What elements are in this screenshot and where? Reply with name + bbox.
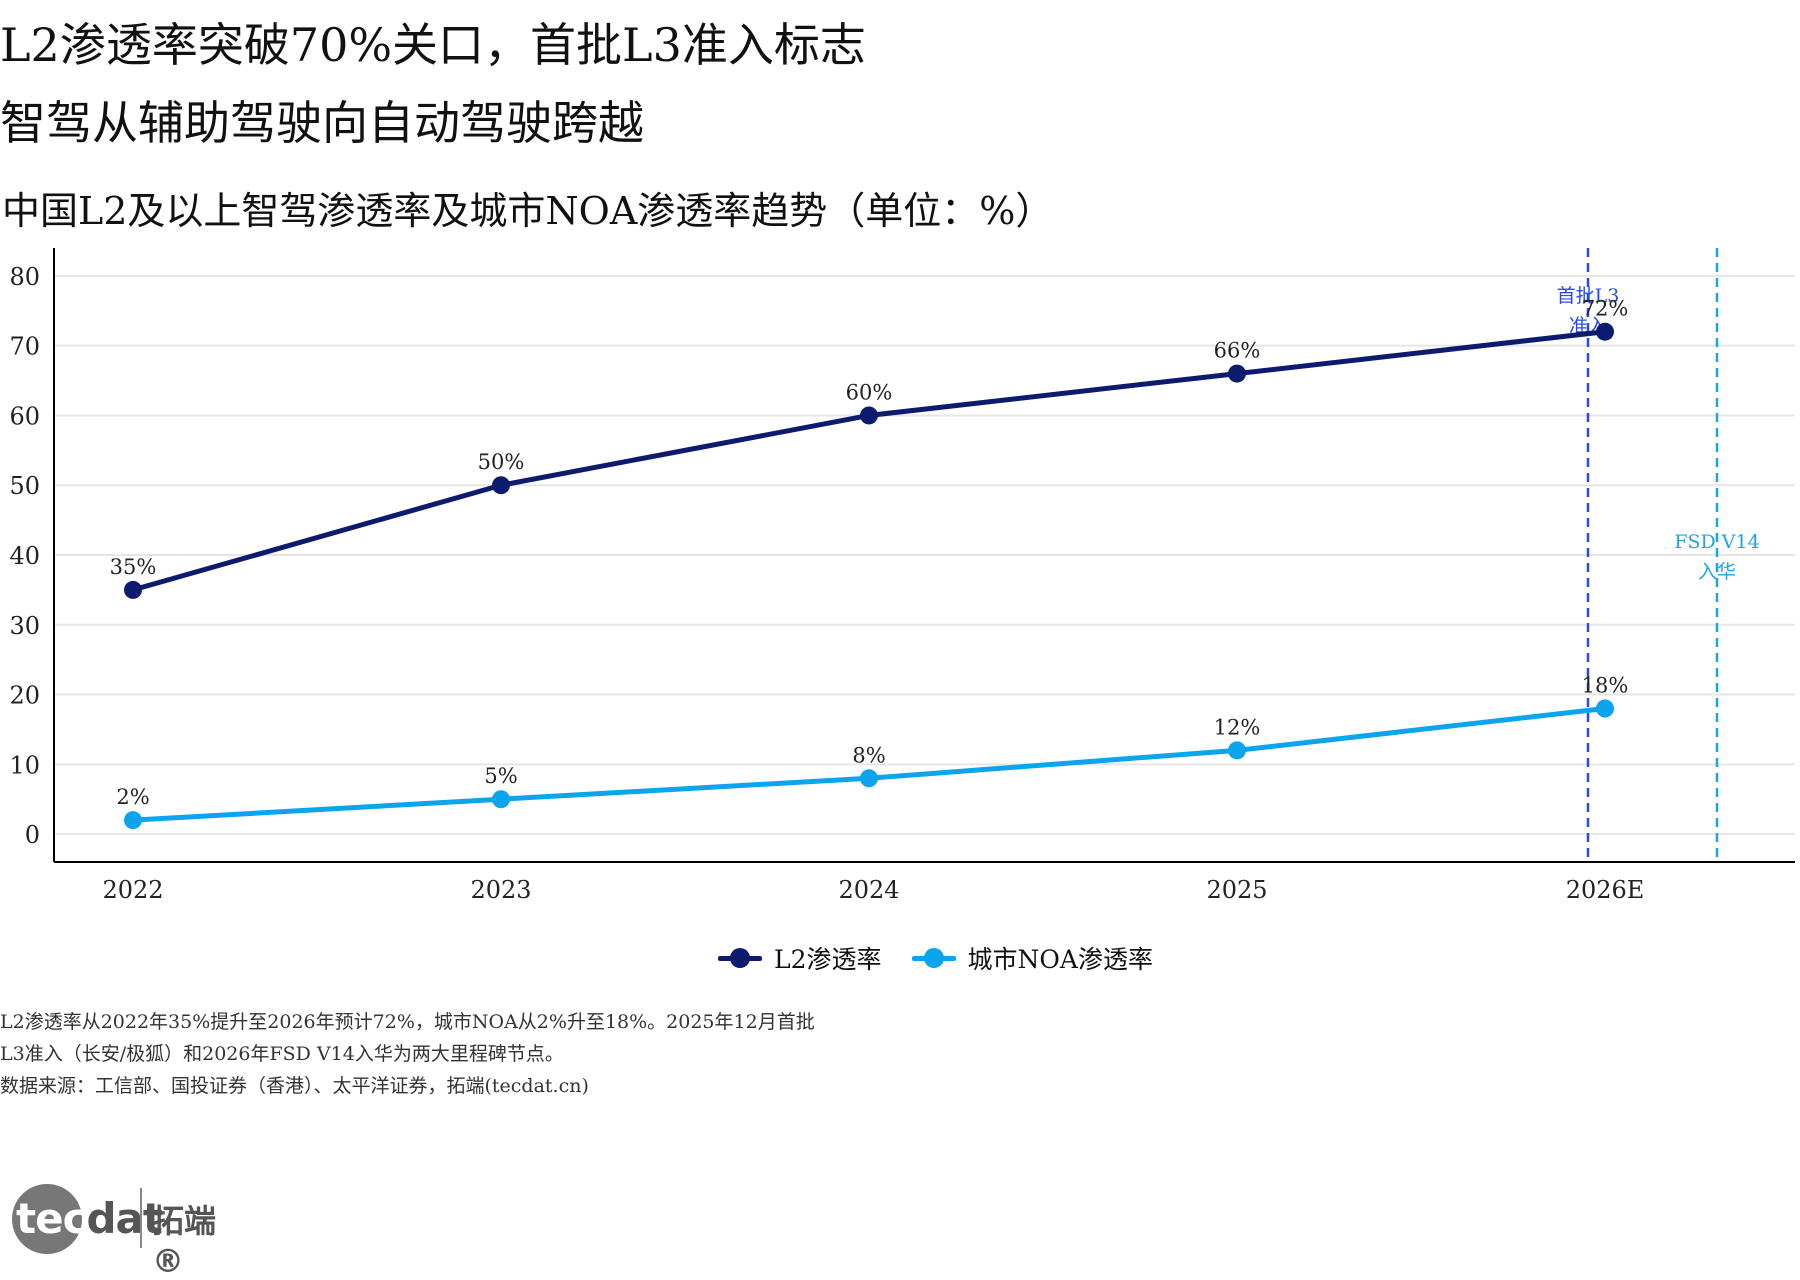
legend-swatch-l2	[718, 948, 762, 968]
y-tick-label: 40	[9, 542, 40, 570]
data-point	[1596, 699, 1614, 718]
annotation-label: 入华	[1698, 561, 1736, 583]
y-tick-label: 0	[25, 821, 40, 849]
data-label: 18%	[1582, 674, 1629, 698]
footnote-line2: L3准入（长安/极狐）和2026年FSD V14入华为两大里程碑节点。	[0, 1043, 564, 1065]
source-note: 数据来源：工信部、国投证券（香港）、太平洋证券，拓端(tecdat.cn)	[0, 1075, 589, 1097]
logo-brand-cn: 拓端®	[152, 1202, 217, 1280]
data-point	[492, 476, 510, 495]
legend-item-l2: L2渗透率	[718, 940, 882, 976]
data-label: 5%	[484, 764, 517, 788]
legend-swatch-noa	[911, 948, 956, 968]
data-point	[492, 790, 510, 809]
data-point	[124, 580, 142, 599]
footnote-line1: L2渗透率从2022年35%提升至2026年预计72%，城市NOA从2%升至18…	[0, 1011, 815, 1033]
y-tick-label: 10	[9, 751, 40, 779]
data-point	[860, 406, 878, 425]
data-label: 12%	[1214, 715, 1261, 739]
legend-item-noa: 城市NOA渗透率	[911, 940, 1153, 976]
y-tick-label: 50	[9, 472, 40, 500]
y-tick-label: 70	[9, 333, 40, 361]
data-label: 35%	[110, 555, 157, 579]
data-point	[124, 811, 142, 830]
data-label: 8%	[852, 743, 885, 767]
series-line	[132, 329, 1606, 593]
data-point	[860, 769, 878, 788]
chart-title-line2: 智驾从辅助驾驶向自动驾驶跨越	[0, 96, 644, 150]
data-label: 50%	[478, 450, 525, 474]
data-label: 60%	[846, 380, 893, 404]
data-label: 72%	[1582, 297, 1629, 321]
logo-text-b: dat	[86, 1194, 162, 1243]
x-tick-label: 2026E	[1566, 876, 1645, 904]
footnotes: L2渗透率从2022年35%提升至2026年预计72%，城市NOA从2%升至18…	[0, 1006, 815, 1102]
x-tick-label: 2022	[102, 876, 163, 904]
y-tick-label: 30	[9, 612, 40, 640]
y-tick-label: 20	[9, 682, 40, 710]
data-point	[1228, 364, 1246, 383]
y-tick-label: 60	[9, 402, 40, 430]
tecdat-logo: tecdat 拓端®	[12, 1180, 242, 1280]
data-point	[1228, 741, 1246, 760]
x-tick-label: 2025	[1206, 876, 1267, 904]
logo-divider	[140, 1188, 142, 1248]
legend: L2渗透率 城市NOA渗透率	[718, 940, 1153, 976]
x-tick-label: 2023	[470, 876, 531, 904]
chart-title-line1: L2渗透率突破70%关口，首批L3准入标志	[0, 18, 866, 72]
y-tick-label: 80	[9, 263, 40, 291]
legend-label-noa: 城市NOA渗透率	[967, 945, 1153, 974]
annotation-label: FSD V14	[1674, 531, 1759, 553]
data-label: 66%	[1214, 339, 1261, 363]
logo-text-a: tec	[16, 1194, 87, 1243]
legend-label-l2: L2渗透率	[774, 945, 882, 974]
logo-circle-icon	[12, 1184, 82, 1254]
annotation-label: 首批L3	[1557, 285, 1620, 307]
chart-subtitle: 中国L2及以上智驾渗透率及城市NOA渗透率趋势（单位：%）	[2, 189, 1054, 233]
data-label: 2%	[116, 785, 149, 809]
x-tick-label: 2024	[838, 876, 899, 904]
data-point	[1596, 322, 1614, 341]
line-chart: 0 10 20 30 40 50 60 70 80 2022 2023 2024 2025 2026E 首批…	[9, 248, 1795, 904]
